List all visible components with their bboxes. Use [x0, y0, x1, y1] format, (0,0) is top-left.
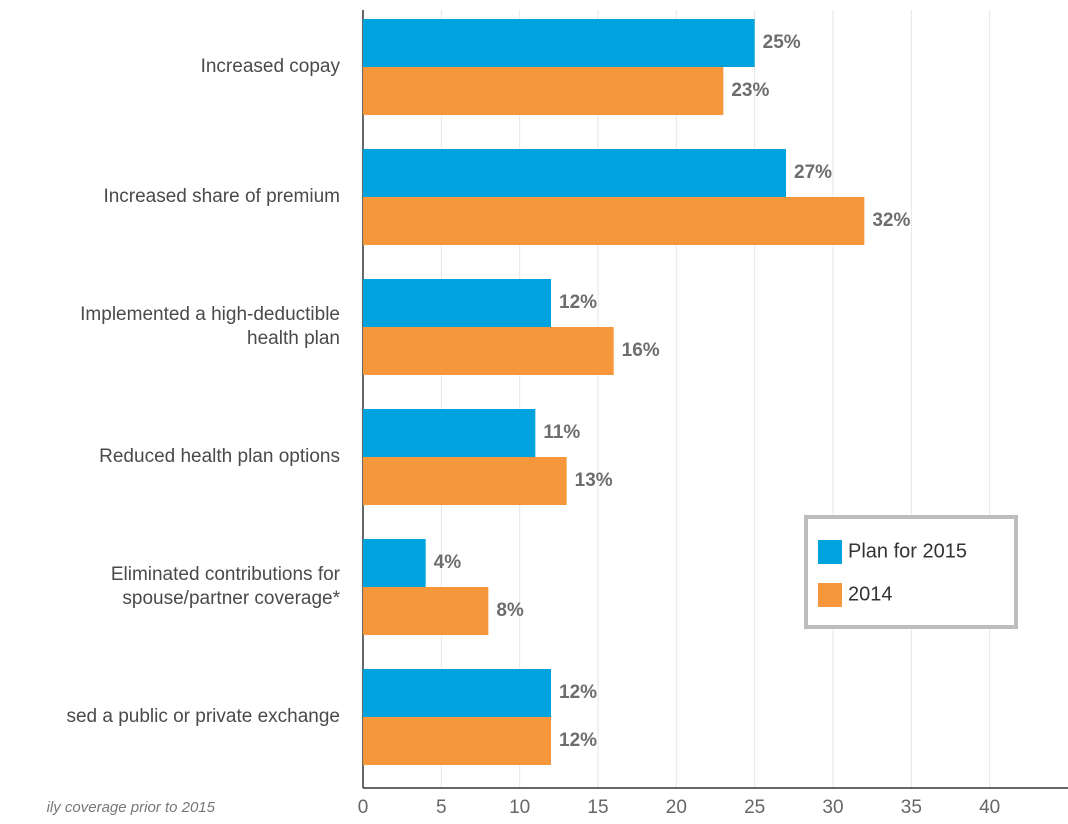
value-label: 12% — [559, 730, 597, 751]
legend-swatch — [818, 540, 842, 564]
x-tick-label: 10 — [509, 797, 530, 818]
value-label: 11% — [543, 422, 580, 443]
x-tick-label: 15 — [587, 797, 608, 818]
value-label: 4% — [434, 552, 462, 573]
bar — [363, 279, 551, 327]
value-label: 16% — [622, 340, 660, 361]
category-label: Implemented a high-deductible health plan — [80, 304, 340, 349]
value-label: 8% — [496, 600, 524, 621]
value-label: 12% — [559, 292, 597, 313]
value-label: 13% — [575, 470, 613, 491]
value-label: 32% — [872, 210, 910, 231]
bar — [363, 409, 536, 457]
bar — [363, 149, 786, 197]
footnote: ily coverage prior to 2015 — [47, 799, 216, 816]
bar — [363, 669, 551, 717]
bar — [363, 717, 551, 765]
x-tick-label: 20 — [666, 797, 687, 818]
category-label: Eliminated contributions for spouse/partn… — [111, 564, 341, 609]
value-label: 23% — [731, 80, 769, 101]
x-tick-label: 30 — [822, 797, 843, 818]
x-tick-label: 35 — [901, 797, 922, 818]
value-label: 12% — [559, 682, 597, 703]
bar — [363, 197, 865, 245]
value-label: 27% — [794, 162, 832, 183]
x-tick-label: 0 — [358, 797, 369, 818]
value-label: 25% — [763, 32, 801, 53]
bar — [363, 67, 724, 115]
category-label: Increased copay — [201, 56, 341, 77]
legend-label: Plan for 2015 — [848, 540, 967, 562]
category-label: Increased share of premium — [103, 186, 340, 207]
legend-label: 2014 — [848, 583, 893, 605]
x-tick-label: 5 — [436, 797, 447, 818]
x-tick-label: 25 — [744, 797, 765, 818]
bar — [363, 19, 755, 67]
bar — [363, 327, 614, 375]
legend-box — [804, 515, 1018, 629]
bar — [363, 587, 489, 635]
bar — [363, 457, 567, 505]
category-label: sed a public or private exchange — [66, 706, 340, 727]
x-tick-label: 40 — [979, 797, 1000, 818]
category-label: Reduced health plan options — [99, 446, 340, 467]
bar — [363, 539, 426, 587]
legend-swatch — [818, 583, 842, 607]
